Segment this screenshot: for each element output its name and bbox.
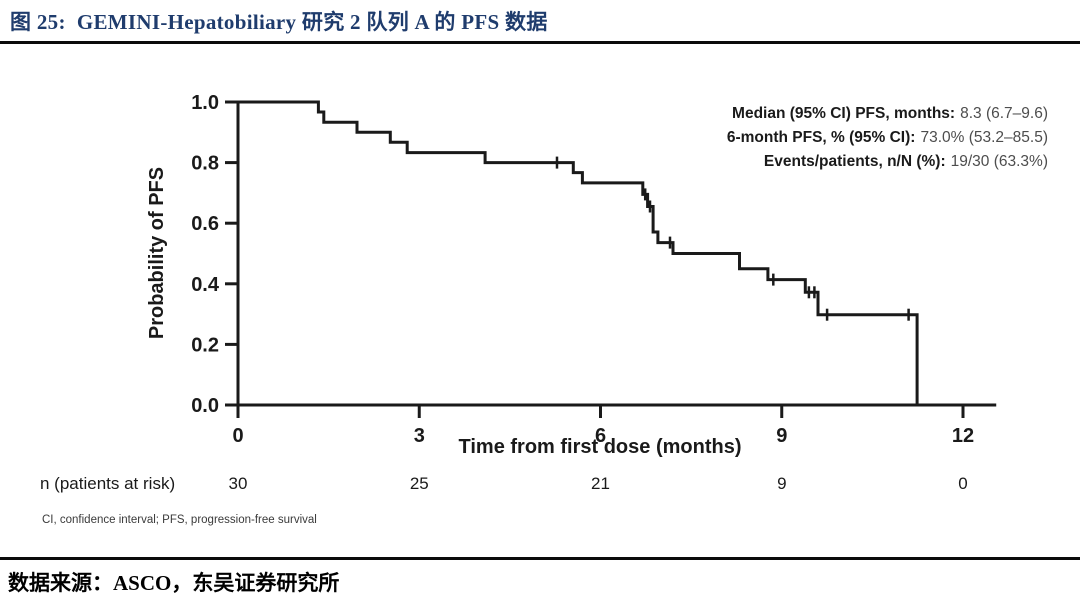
x-tick-label: 6 [595,425,606,447]
x-tick-label: 9 [776,425,787,447]
bottom-divider [0,557,1080,560]
stats-annotations: Median (95% CI) PFS, months: 8.3 (6.7–9.6… [727,105,1048,170]
y-tick-label: 1.0 [191,92,219,114]
risk-count: 21 [591,474,610,493]
title-divider [0,41,1080,44]
x-axis-title: Time from first dose (months) [459,436,742,458]
risk-count: 25 [410,474,429,493]
y-axis-title: Probability of PFS [146,167,168,339]
stat-line: Events/patients, n/N (%): 19/30 (63.3%) [764,153,1048,170]
figure-title: 图 25: GEMINI-Hepatobiliary 研究 2 队列 A 的 P… [10,10,548,34]
risk-count: 0 [958,474,967,493]
x-tick-label: 0 [232,425,243,447]
y-tick-label: 0.8 [191,153,219,175]
data-source: 数据来源：ASCO，东吴证券研究所 [8,571,340,595]
y-tick-label: 0.4 [191,274,220,296]
km-step-curve [238,100,919,405]
y-tick-label: 0.2 [191,334,219,356]
y-tick-label: 0.0 [191,395,219,417]
risk-count: 9 [777,474,786,493]
risk-table-label: n (patients at risk) [40,474,175,493]
stat-line: Median (95% CI) PFS, months: 8.3 (6.7–9.6… [732,105,1048,122]
stat-line: 6-month PFS, % (95% CI): 73.0% (53.2–85.5… [727,129,1048,146]
risk-table-values: 30 25 21 9 0 [229,474,968,493]
km-chart-svg: 1.0 0.8 0.6 0.4 0.2 0.0 0 3 6 9 12 Median (95% CI)… [40,92,1048,526]
x-tick-label: 3 [414,425,425,447]
risk-count: 30 [229,474,248,493]
survival-curve [238,100,919,405]
y-tick-label: 0.6 [191,213,219,235]
x-tick-label: 12 [952,425,974,447]
axes: 1.0 0.8 0.6 0.4 0.2 0.0 0 3 6 9 12 [191,92,997,447]
km-chart: 1.0 0.8 0.6 0.4 0.2 0.0 0 3 6 9 12 Median (95% CI)… [0,60,1080,545]
chart-footnote: CI, confidence interval; PFS, progressio… [42,514,317,526]
